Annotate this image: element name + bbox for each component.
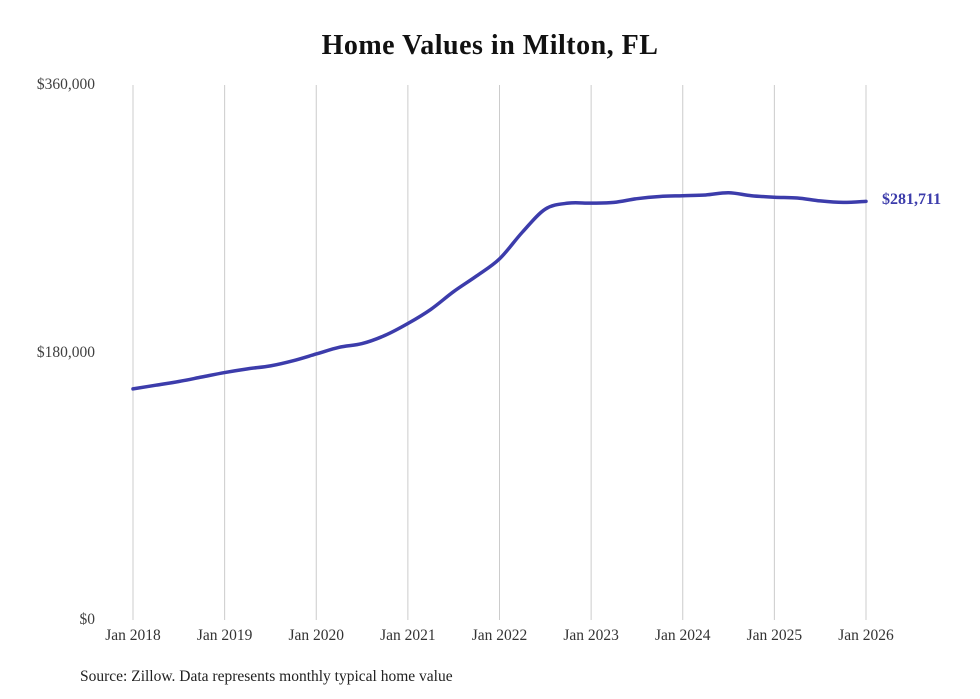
x-tick-label: Jan 2024 <box>654 627 711 644</box>
latest-value-label: $281,711 <box>882 191 942 209</box>
home-value-line <box>131 190 868 391</box>
y-tick-label: $0 <box>79 611 96 628</box>
chart-title: Home Values in Milton, FL <box>321 30 659 61</box>
y-tick-label: $360,000 <box>36 76 95 93</box>
x-tick-label: Jan 2022 <box>471 627 528 644</box>
x-tick-label: Jan 2021 <box>380 627 436 644</box>
source-note: Source: Zillow. Data represents monthly … <box>80 668 453 685</box>
x-tick-label: Jan 2019 <box>196 627 253 644</box>
y-tick-label: $180,000 <box>36 343 95 361</box>
x-tick-label: Jan 2018 <box>105 627 161 644</box>
plot-area <box>131 85 868 620</box>
x-tick-label: Jan 2020 <box>288 627 345 644</box>
x-tick-label: Jan 2025 <box>746 627 803 644</box>
x-tick-label: Jan 2023 <box>563 627 619 644</box>
line-chart <box>131 85 868 620</box>
x-tick-label: Jan 2026 <box>838 627 894 644</box>
